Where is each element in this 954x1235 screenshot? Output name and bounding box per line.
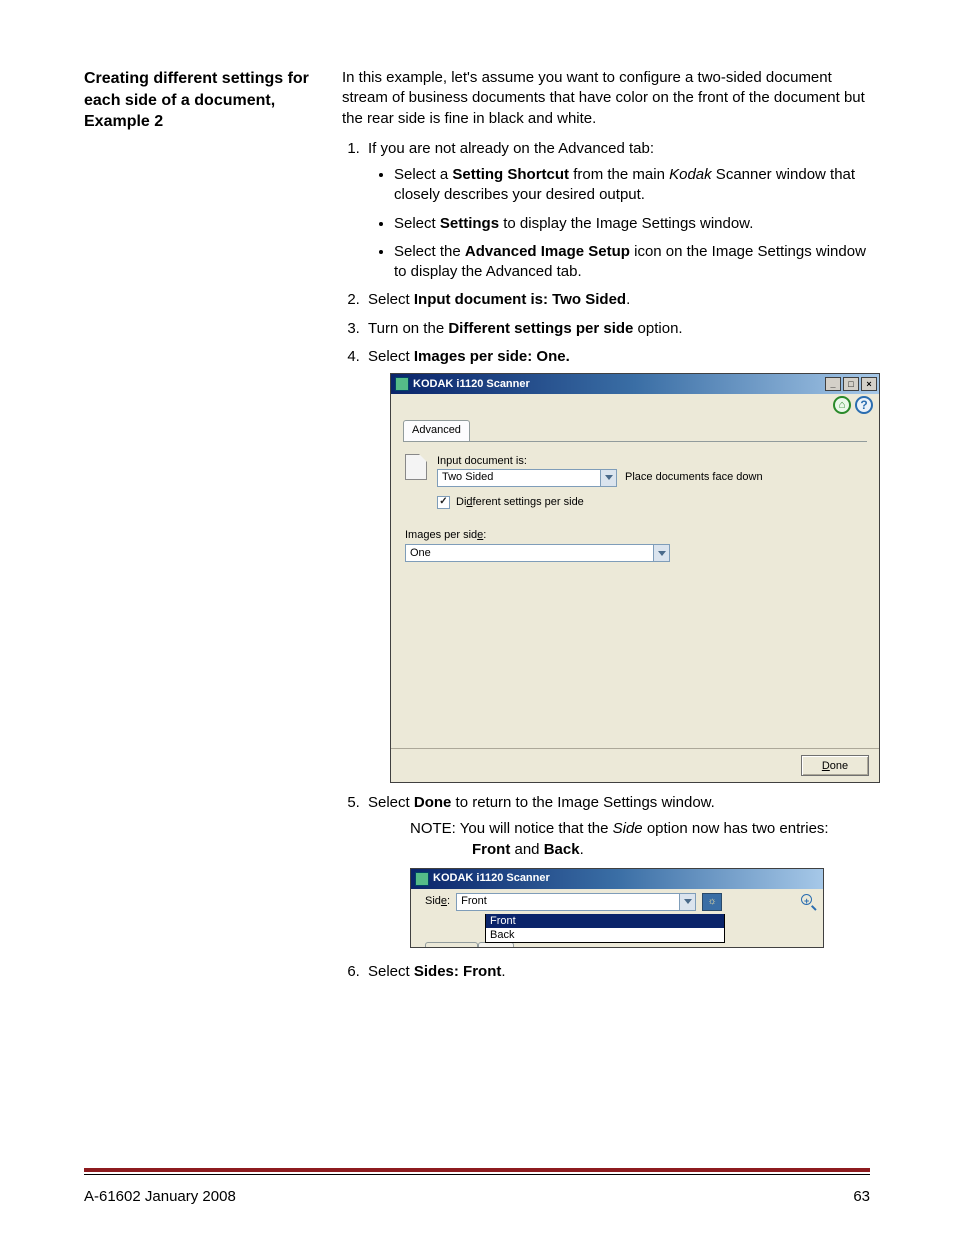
step-3: Turn on the Different settings per side …: [364, 319, 880, 339]
advanced-dialog: KODAK i1120 Scanner _ □ × ⌂ ? Ad: [390, 373, 880, 783]
document-icon: [405, 454, 427, 480]
diff-settings-checkbox[interactable]: ✓ Didferent settings per side: [437, 495, 584, 510]
option-back[interactable]: Back: [486, 928, 724, 942]
page-number: 63: [853, 1188, 870, 1205]
chevron-down-icon[interactable]: [679, 894, 695, 910]
option-front[interactable]: Front: [486, 914, 724, 928]
app-icon: [395, 377, 409, 391]
window-title: KODAK i1120 Scanner: [413, 377, 530, 392]
zoom-in-icon[interactable]: +: [801, 894, 817, 910]
step-2: Select Input document is: Two Sided.: [364, 290, 880, 310]
home-icon[interactable]: ⌂: [833, 396, 851, 414]
section-heading: Creating different settings for each sid…: [84, 68, 314, 133]
step-6: Select Sides: Front.: [364, 962, 880, 982]
titlebar[interactable]: KODAK i1120 Scanner _ □ ×: [391, 374, 879, 394]
done-button[interactable]: Done: [801, 755, 869, 776]
images-per-side-label: Images per side:: [405, 528, 865, 543]
note-label: NOTE:: [410, 820, 456, 837]
images-per-side-dropdown[interactable]: One: [405, 544, 670, 562]
window-title: KODAK i1120 Scanner: [433, 871, 550, 886]
titlebar[interactable]: KODAK i1120 Scanner: [411, 869, 823, 889]
checkbox-checked-icon: ✓: [437, 496, 450, 509]
side-label: Side:: [425, 894, 450, 909]
face-down-label: Place documents face down: [625, 470, 763, 485]
close-button[interactable]: ×: [861, 377, 877, 391]
maximize-button[interactable]: □: [843, 377, 859, 391]
tab-general[interactable]: General: [425, 942, 478, 948]
input-doc-dropdown[interactable]: Two Sided: [437, 469, 617, 487]
tab-advanced[interactable]: Advanced: [403, 420, 470, 441]
chevron-down-icon[interactable]: [600, 470, 616, 486]
footer-rule: [84, 1168, 870, 1175]
bullet-1: Select a Setting Shortcut from the main …: [394, 165, 880, 206]
step-5: Select Done to return to the Image Setti…: [364, 793, 880, 948]
help-icon[interactable]: ?: [855, 396, 873, 414]
minimize-button[interactable]: _: [825, 377, 841, 391]
input-doc-label: Input document is:: [437, 454, 865, 469]
side-dropdown-list[interactable]: Front Back: [485, 914, 725, 943]
footer-left: A-61602 January 2008: [84, 1188, 236, 1205]
intro-paragraph: In this example, let's assume you want t…: [342, 68, 880, 129]
step-1: If you are not already on the Advanced t…: [364, 139, 880, 283]
bullet-3: Select the Advanced Image Setup icon on …: [394, 242, 880, 283]
chevron-down-icon[interactable]: [653, 545, 669, 561]
side-dropdown[interactable]: Front: [456, 893, 696, 911]
bullet-2: Select Settings to display the Image Set…: [394, 214, 880, 234]
properties-icon[interactable]: ☼: [702, 893, 722, 911]
step-4: Select Images per side: One. KODAK i1120…: [364, 347, 880, 783]
app-icon: [415, 872, 429, 886]
image-settings-dialog: KODAK i1120 Scanner Side: Front ☼ +: [410, 868, 824, 948]
